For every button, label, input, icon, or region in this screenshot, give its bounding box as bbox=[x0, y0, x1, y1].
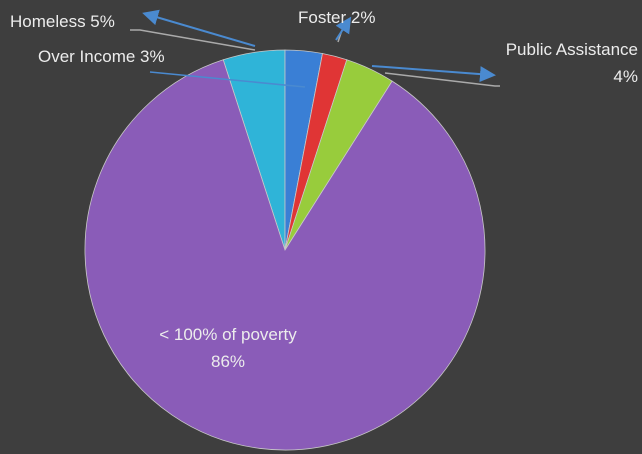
leader-lines bbox=[130, 9, 500, 88]
arrow bbox=[371, 65, 496, 83]
slice-label: Homeless 5% bbox=[10, 12, 115, 31]
leader-line bbox=[130, 29, 256, 51]
arrow bbox=[335, 16, 352, 41]
slice-label: Over Income 3% bbox=[38, 47, 165, 66]
slice-label: Public Assistance 4% bbox=[505, 40, 638, 86]
leader-line bbox=[149, 71, 306, 88]
slices bbox=[84, 49, 486, 451]
leader-line bbox=[384, 72, 500, 87]
arrow bbox=[142, 9, 256, 47]
slice bbox=[84, 59, 486, 451]
slice-label: Foster 2% bbox=[298, 8, 376, 27]
slice-label: < 100% of poverty 86% bbox=[159, 325, 297, 371]
